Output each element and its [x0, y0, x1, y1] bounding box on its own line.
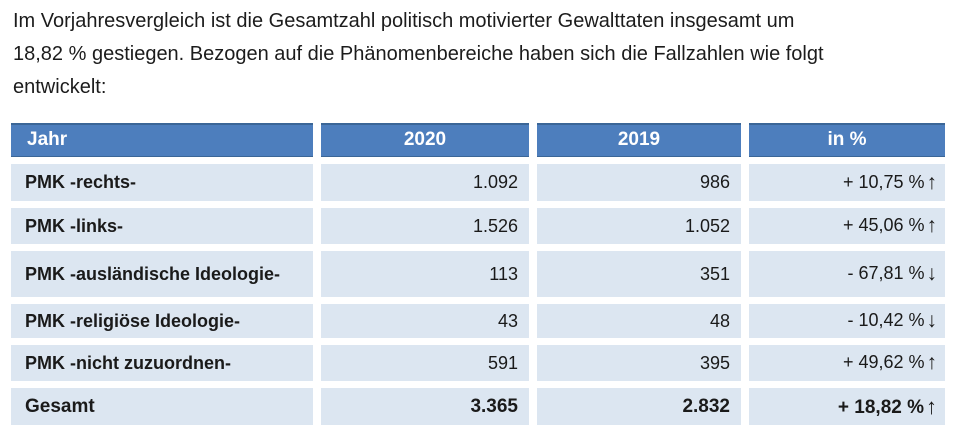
column-header-2020: 2020: [321, 123, 529, 157]
value-2020: 1.092: [321, 164, 529, 201]
percent-text: - 67,81 %: [847, 263, 925, 283]
value-percent-change: - 67,81 %↓: [749, 251, 945, 297]
row-label: PMK -nicht zuzuordnen-: [11, 345, 313, 381]
table-row-pmk-religioese-ideologie: PMK -religiöse Ideologie- 43 48 - 10,42 …: [11, 304, 945, 338]
pmk-statistics-table: Jahr 2020 2019 in % PMK -rechts- 1.092 9…: [3, 116, 953, 432]
percent-text: + 49,62 %: [842, 352, 925, 372]
table-row-pmk-links: PMK -links- 1.526 1.052 + 45,06 %↑: [11, 208, 945, 244]
table-row-pmk-nicht-zuzuordnen: PMK -nicht zuzuordnen- 591 395 + 49,62 %…: [11, 345, 945, 381]
trend-down-icon: ↓: [926, 262, 938, 285]
value-2019: 1.052: [537, 208, 741, 244]
row-label: Gesamt: [11, 388, 313, 425]
value-2020: 591: [321, 345, 529, 381]
value-percent-change: + 10,75 %↑: [749, 164, 945, 201]
value-2020: 113: [321, 251, 529, 297]
trend-up-icon: ↑: [926, 351, 938, 374]
value-2020: 43: [321, 304, 529, 338]
row-label: PMK -ausländische Ideologie-: [11, 251, 313, 297]
table-row-pmk-rechts: PMK -rechts- 1.092 986 + 10,75 %↑: [11, 164, 945, 201]
row-label: PMK -rechts-: [11, 164, 313, 201]
trend-up-icon: ↑: [926, 170, 938, 194]
value-2019: 2.832: [537, 388, 741, 425]
value-2019: 395: [537, 345, 741, 381]
value-2020: 1.526: [321, 208, 529, 244]
value-percent-change: - 10,42 %↓: [749, 304, 945, 338]
table-header: Jahr 2020 2019 in %: [11, 123, 945, 157]
intro-paragraph: Im Vorjahresvergleich ist die Gesamtzahl…: [13, 10, 824, 98]
value-2019: 986: [537, 164, 741, 201]
row-label: PMK -links-: [11, 208, 313, 244]
value-2020: 3.365: [321, 388, 529, 425]
percent-text: + 45,06 %: [842, 215, 925, 235]
percent-text: - 10,42 %: [847, 310, 925, 330]
value-percent-change: + 18,82 %↑: [749, 388, 945, 425]
header-row: Jahr 2020 2019 in %: [11, 123, 945, 157]
column-header-jahr: Jahr: [11, 123, 313, 157]
column-header-2019: 2019: [537, 123, 741, 157]
percent-text: + 18,82 %: [837, 396, 924, 418]
trend-up-icon: ↑: [926, 214, 938, 237]
row-label: PMK -religiöse Ideologie-: [11, 304, 313, 338]
trend-down-icon: ↓: [926, 309, 938, 332]
percent-text: + 10,75 %: [842, 171, 925, 192]
table-row-gesamt: Gesamt 3.365 2.832 + 18,82 %↑: [11, 388, 945, 425]
column-header-percent: in %: [749, 123, 945, 157]
value-percent-change: + 49,62 %↑: [749, 345, 945, 381]
value-percent-change: + 45,06 %↑: [749, 208, 945, 244]
value-2019: 48: [537, 304, 741, 338]
trend-up-icon: ↑: [926, 393, 937, 419]
table-row-pmk-auslaendische-ideologie: PMK -ausländische Ideologie- 113 351 - 6…: [11, 251, 945, 297]
value-2019: 351: [537, 251, 741, 297]
